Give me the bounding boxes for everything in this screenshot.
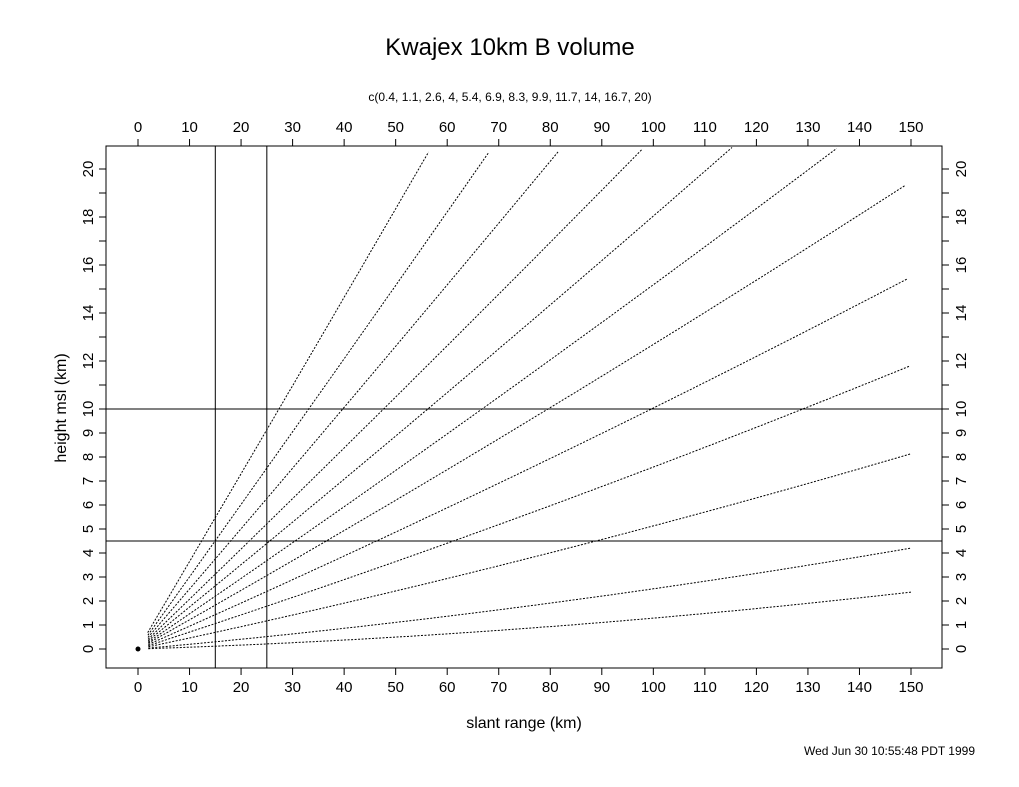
x-axis-label: slant range (km) bbox=[466, 715, 582, 732]
x-tick-label-top: 70 bbox=[490, 119, 507, 136]
beam-line-2.6deg bbox=[148, 453, 911, 648]
beam-line-1.1deg bbox=[148, 547, 911, 649]
x-tick-label-top: 40 bbox=[336, 119, 353, 136]
y-tick-label-left: 7 bbox=[80, 477, 97, 485]
y-tick-label-left: 6 bbox=[80, 501, 97, 509]
y-tick-label-left: 14 bbox=[80, 305, 97, 322]
y-tick-label-left: 18 bbox=[80, 209, 97, 226]
y-tick-label-right: 14 bbox=[953, 305, 970, 322]
y-tick-label-left: 10 bbox=[80, 401, 97, 418]
x-tick-label-bottom: 150 bbox=[898, 679, 923, 696]
y-tick-label-left: 9 bbox=[80, 429, 97, 437]
y-tick-label-right: 9 bbox=[953, 429, 970, 437]
x-tick-label-top: 130 bbox=[795, 119, 820, 136]
y-tick-label-right: 20 bbox=[953, 161, 970, 178]
x-tick-label-top: 150 bbox=[898, 119, 923, 136]
x-tick-label-top: 60 bbox=[439, 119, 456, 136]
beam-line-0.4deg bbox=[148, 591, 912, 650]
x-tick-label-bottom: 10 bbox=[181, 679, 198, 696]
radar-origin-point bbox=[135, 646, 141, 652]
y-tick-label-right: 5 bbox=[953, 525, 970, 533]
x-tick-label-bottom: 120 bbox=[744, 679, 769, 696]
beam-line-14deg bbox=[147, 151, 559, 638]
x-tick-label-bottom: 40 bbox=[336, 679, 353, 696]
beam-line-20deg bbox=[147, 151, 430, 633]
x-tick-label-bottom: 60 bbox=[439, 679, 456, 696]
y-tick-label-left: 12 bbox=[80, 353, 97, 370]
x-tick-label-bottom: 140 bbox=[847, 679, 872, 696]
y-tick-label-left: 20 bbox=[80, 161, 97, 178]
y-tick-label-left: 5 bbox=[80, 525, 97, 533]
x-tick-label-top: 30 bbox=[284, 119, 301, 136]
plot-frame bbox=[105, 145, 943, 669]
y-tick-label-right: 10 bbox=[953, 401, 970, 418]
timestamp-footer: Wed Jun 30 10:55:48 PDT 1999 bbox=[804, 744, 975, 758]
beam-line-8.3deg bbox=[147, 148, 837, 643]
y-tick-label-left: 2 bbox=[80, 597, 97, 605]
y-tick-label-right: 7 bbox=[953, 477, 970, 485]
y-tick-label-right: 2 bbox=[953, 597, 970, 605]
x-tick-label-bottom: 100 bbox=[641, 679, 666, 696]
beam-line-9.9deg bbox=[147, 147, 733, 642]
x-tick-label-top: 120 bbox=[744, 119, 769, 136]
y-tick-label-left: 8 bbox=[80, 453, 97, 461]
beam-line-4deg bbox=[148, 365, 910, 647]
y-tick-label-right: 6 bbox=[953, 501, 970, 509]
beam-line-5.4deg bbox=[148, 278, 908, 645]
x-tick-label-top: 100 bbox=[641, 119, 666, 136]
x-tick-label-bottom: 110 bbox=[693, 679, 717, 696]
beam-line-6.9deg bbox=[147, 184, 906, 644]
y-axis-label: height msl (km) bbox=[53, 353, 70, 462]
x-tick-label-bottom: 0 bbox=[134, 679, 142, 696]
x-tick-label-top: 90 bbox=[593, 119, 610, 136]
x-tick-label-bottom: 90 bbox=[593, 679, 610, 696]
chart-subtitle: c(0.4, 1.1, 2.6, 4, 5.4, 6.9, 8.3, 9.9, … bbox=[368, 90, 651, 104]
x-tick-label-bottom: 70 bbox=[490, 679, 507, 696]
y-tick-label-left: 4 bbox=[80, 549, 97, 557]
x-tick-label-top: 10 bbox=[181, 119, 198, 136]
y-tick-label-left: 1 bbox=[80, 621, 97, 629]
x-tick-label-bottom: 20 bbox=[233, 679, 250, 696]
y-tick-label-right: 1 bbox=[953, 621, 970, 629]
y-tick-label-right: 3 bbox=[953, 573, 970, 581]
y-tick-label-right: 18 bbox=[953, 209, 970, 226]
x-tick-label-top: 20 bbox=[233, 119, 250, 136]
y-tick-label-left: 3 bbox=[80, 573, 97, 581]
y-tick-label-left: 16 bbox=[80, 257, 97, 274]
x-tick-label-top: 50 bbox=[387, 119, 404, 136]
y-tick-label-right: 16 bbox=[953, 257, 970, 274]
x-tick-label-bottom: 30 bbox=[284, 679, 301, 696]
y-tick-label-right: 12 bbox=[953, 353, 970, 370]
x-tick-label-top: 140 bbox=[847, 119, 872, 136]
x-tick-label-top: 110 bbox=[693, 119, 717, 136]
beam-line-11.7deg bbox=[147, 148, 643, 640]
x-tick-label-bottom: 130 bbox=[795, 679, 820, 696]
x-tick-label-top: 0 bbox=[134, 119, 142, 136]
y-tick-label-left: 0 bbox=[80, 645, 97, 653]
x-tick-label-bottom: 80 bbox=[542, 679, 559, 696]
chart-title: Kwajex 10km B volume bbox=[385, 34, 634, 61]
y-tick-label-right: 4 bbox=[953, 549, 970, 557]
x-tick-label-top: 80 bbox=[542, 119, 559, 136]
x-tick-label-bottom: 50 bbox=[387, 679, 404, 696]
y-tick-label-right: 8 bbox=[953, 453, 970, 461]
y-tick-label-right: 0 bbox=[953, 645, 970, 653]
beam-line-16.7deg bbox=[147, 152, 489, 636]
